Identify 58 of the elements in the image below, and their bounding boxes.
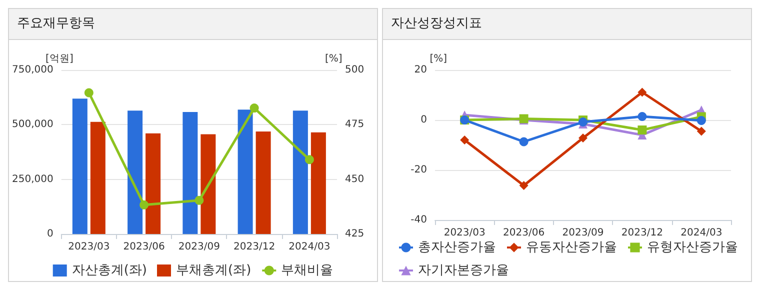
bar	[200, 134, 216, 234]
legend-label: 자산총계(좌)	[72, 263, 148, 278]
point	[460, 136, 470, 144]
legend-label: 자기자본증가율	[418, 263, 509, 278]
chart-title: 자산성장성지표	[383, 9, 751, 40]
x-tick-label: 2023/06	[123, 242, 165, 252]
legend-label: 유동자산증가율	[526, 240, 617, 255]
y-tick-label: 500,000	[12, 119, 54, 130]
bar	[310, 132, 326, 234]
y-tick-label: 0	[46, 228, 54, 240]
y2-tick-label: 500	[345, 64, 364, 76]
bar	[256, 131, 271, 234]
point	[194, 196, 204, 205]
y-tick-label: 250,000	[12, 174, 54, 185]
point	[578, 134, 588, 142]
point	[250, 104, 259, 113]
y2-tick-label: 475	[345, 119, 364, 130]
x-tick-label: 2024/03	[680, 228, 722, 238]
legend-label: 총자산증가율	[418, 240, 496, 255]
point	[638, 112, 647, 121]
bar	[72, 98, 88, 234]
point	[519, 137, 528, 146]
x-tick-label: 2023/09	[178, 242, 220, 252]
point	[696, 116, 706, 125]
y2-axis-title: [%]	[325, 54, 342, 64]
y-axis-title: [%]	[430, 54, 448, 64]
bar	[146, 133, 161, 234]
x-tick-label: 2023/06	[503, 228, 545, 238]
x-tick-label: 2023/12	[234, 242, 276, 252]
chart-title: 주요재무항목	[9, 9, 377, 40]
point	[638, 126, 647, 134]
bar	[182, 112, 198, 234]
y-tick-label: 750,000	[12, 64, 54, 76]
point	[140, 200, 149, 210]
y-tick-label: -40	[410, 214, 427, 226]
x-tick-label: 2023/12	[621, 228, 663, 238]
y-tick-label: 20	[414, 64, 427, 76]
bar	[292, 110, 308, 234]
legend-label: 부채비율	[281, 263, 334, 278]
point	[519, 181, 528, 190]
point	[304, 155, 314, 164]
point	[84, 88, 94, 98]
point	[638, 88, 647, 97]
y2-tick-label: 450	[345, 174, 364, 185]
y-axis-title: [억원]	[46, 54, 74, 64]
y-tick-label: 0	[420, 114, 427, 126]
bar	[238, 110, 253, 234]
x-tick-label: 2023/03	[444, 228, 486, 238]
legend-label: 유형자산증가율	[647, 240, 738, 255]
bar	[90, 122, 106, 234]
y-tick-label: -20	[410, 164, 427, 176]
x-tick-label: 2024/03	[288, 242, 330, 252]
x-tick-label: 2023/03	[68, 242, 110, 252]
y2-tick-label: 425	[345, 228, 364, 240]
x-tick-label: 2023/09	[562, 228, 604, 238]
legend-label: 부채총계(좌)	[176, 263, 252, 278]
point	[696, 126, 706, 136]
bar	[128, 110, 143, 234]
